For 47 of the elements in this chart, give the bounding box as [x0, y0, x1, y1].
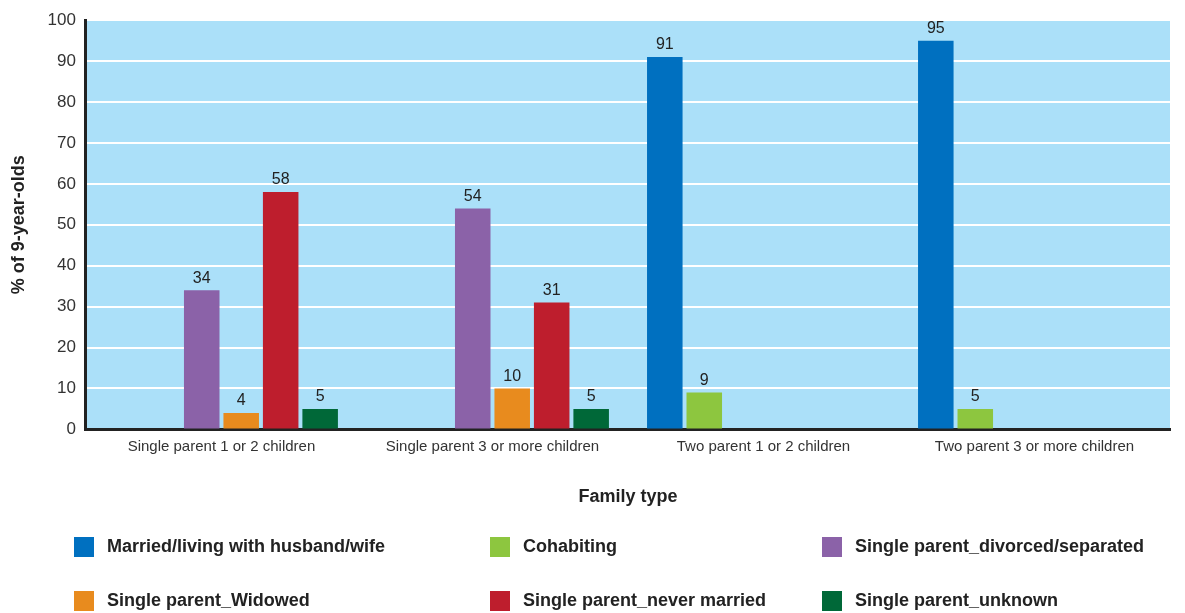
bar: [223, 413, 259, 429]
data-label: 31: [542, 280, 561, 298]
x-tick-label: Single parent 3 or more children: [385, 436, 600, 454]
x-tick-label: Two parent 1 or 2 children: [676, 436, 851, 454]
data-label: 58: [271, 170, 290, 188]
data-label: 91: [655, 35, 674, 53]
y-tick-label: 60: [57, 173, 76, 193]
legend-label: Single parent_never married: [523, 590, 767, 611]
y-tick-label: 80: [57, 91, 76, 111]
bar: [262, 192, 299, 429]
legend-label: Single parent_Widowed: [107, 590, 310, 611]
data-label: 4: [236, 391, 246, 409]
bar: [454, 208, 491, 429]
data-label: 54: [463, 186, 482, 204]
legend-label: Single parent_unknown: [855, 590, 1059, 611]
bar: [918, 40, 954, 429]
bar: [647, 57, 683, 429]
legend-label: Cohabiting: [523, 536, 617, 557]
x-axis-title: Family type: [578, 486, 678, 507]
legend-label: Single parent_divorced/separated: [855, 536, 1145, 557]
y-tick-label: 30: [57, 296, 76, 316]
bar: [573, 408, 609, 429]
legend-label: Married/living with husband/wife: [107, 536, 386, 557]
data-label: 5: [970, 387, 980, 405]
x-tick-label: Single parent 1 or 2 children: [127, 436, 316, 454]
y-tick-label: 50: [57, 214, 76, 234]
data-label: 5: [315, 387, 325, 405]
bar: [494, 388, 530, 429]
y-tick-label: 20: [57, 337, 76, 357]
x-tick-label: Two parent 3 or more children: [934, 436, 1135, 454]
y-tick-label: 90: [57, 50, 76, 70]
bar: [533, 302, 570, 429]
bar: [183, 290, 220, 429]
y-tick-label: 10: [57, 378, 76, 398]
bar: [302, 408, 338, 429]
y-tick-label: 40: [57, 255, 76, 275]
bar: [686, 392, 723, 429]
data-label: 34: [192, 268, 211, 286]
data-label: 95: [926, 19, 945, 37]
y-tick-label: 100: [47, 9, 76, 29]
y-tick-label: 0: [66, 419, 76, 439]
bar: [957, 408, 994, 429]
y-axis-title: % of 9-year-olds: [7, 155, 28, 295]
data-label: 9: [699, 370, 709, 388]
data-label: 5: [586, 387, 596, 405]
y-tick-label: 70: [57, 132, 76, 152]
data-label: 10: [503, 366, 522, 384]
